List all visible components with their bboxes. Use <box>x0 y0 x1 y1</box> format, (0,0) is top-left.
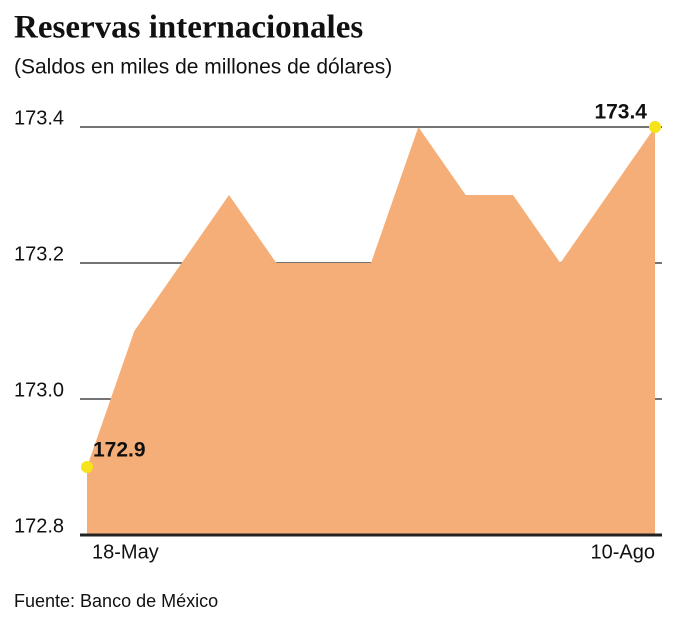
y-tick-label: 173.0 <box>14 379 64 401</box>
x-tick-label: 10-Ago <box>591 541 656 563</box>
area <box>87 127 655 535</box>
x-tick-label: 18-May <box>92 541 159 563</box>
y-tick-label: 172.8 <box>14 515 64 537</box>
source: Fuente: Banco de México <box>14 591 218 611</box>
y-tick-label: 173.2 <box>14 243 64 265</box>
value-label: 173.4 <box>594 101 647 124</box>
value-label: 172.9 <box>93 439 146 462</box>
chart-subtitle: (Saldos en miles de millones de dólares) <box>14 56 392 79</box>
marker <box>81 461 93 473</box>
marker <box>649 121 661 133</box>
y-tick-label: 173.4 <box>14 107 64 129</box>
chart-title: Reservas internacionales <box>14 10 363 46</box>
